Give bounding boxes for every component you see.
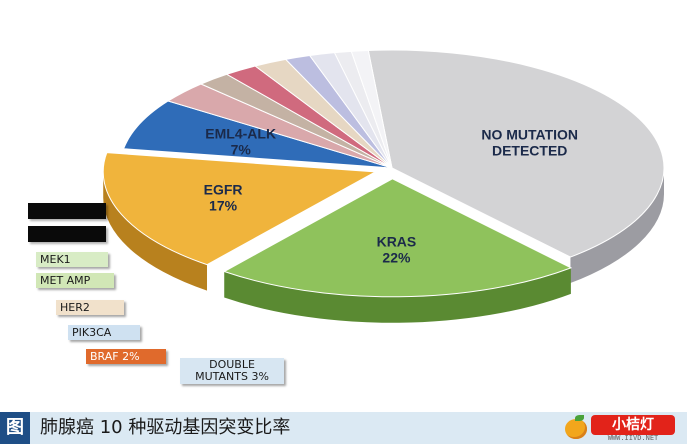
leaf-icon	[575, 415, 584, 421]
legend-her2-label: HER2	[60, 301, 90, 314]
legend-braf-label: BRAF 2%	[90, 350, 140, 363]
brand-logo: 小桔灯 WWW.IIVD.NET	[561, 413, 679, 443]
legend-mek1-label: MEK1	[40, 253, 71, 266]
legend-mek1: MEK1	[36, 252, 108, 267]
legend-met-amp: MET AMP	[36, 273, 114, 288]
pie-slice-eml4-alk-3	[122, 100, 393, 169]
pie-label-eml4-alk: EML4-ALK 7%	[205, 125, 276, 157]
brand-url: WWW.IIVD.NET	[607, 434, 659, 442]
orange-icon	[565, 419, 587, 439]
pie-sides	[103, 168, 664, 323]
pie-side-no-mutation-detected-0	[570, 168, 664, 284]
pie-slice-kras-1	[223, 178, 573, 298]
redacted-label-2	[28, 226, 106, 242]
pie-slice-no-mutation-detected-0	[367, 49, 665, 258]
redacted-label-1	[28, 203, 106, 219]
legend-her2: HER2	[56, 300, 124, 315]
pie-slice-egfr-2	[102, 152, 377, 266]
pie-label-kras: KRAS 22%	[377, 234, 417, 266]
pie-side-egfr-2	[103, 171, 208, 291]
legend-pik3ca-label: PIK3CA	[72, 326, 112, 339]
legend-pik3ca: PIK3CA	[68, 325, 140, 340]
legend-braf: BRAF 2%	[86, 349, 166, 364]
figure-tag: 图	[0, 412, 30, 444]
pie-labels: NO MUTATION DETECTED KRAS 22% EGFR 17% EML4-AL…	[204, 125, 578, 265]
pie-slices	[102, 49, 665, 298]
pie-side-kras-1	[224, 267, 571, 323]
pie-slice-minor-11	[350, 49, 393, 169]
legend-met-amp-label: MET AMP	[40, 274, 91, 287]
pie-label-no-mutation-detected: NO MUTATION DETECTED	[481, 127, 578, 159]
legend-double-mutants-label: DOUBLE MUTANTS 3%	[195, 358, 269, 383]
brand-name: 小桔灯	[591, 415, 675, 435]
pie-label-egfr: EGFR 17%	[204, 182, 243, 214]
pie-chart: NO MUTATION DETECTED KRAS 22% EGFR 17% EML4-AL…	[102, 49, 665, 323]
figure-caption: 图 肺腺癌 10 种驱动基因突变比率 小桔灯 WWW.IIVD.NET	[0, 412, 687, 444]
chart-figure: NO MUTATION DETECTED KRAS 22% EGFR 17% EML4-AL…	[28, 49, 665, 384]
caption-text: 肺腺癌 10 种驱动基因突变比率	[40, 417, 291, 438]
legend-double-mutants: DOUBLE MUTANTS 3%	[180, 358, 284, 384]
